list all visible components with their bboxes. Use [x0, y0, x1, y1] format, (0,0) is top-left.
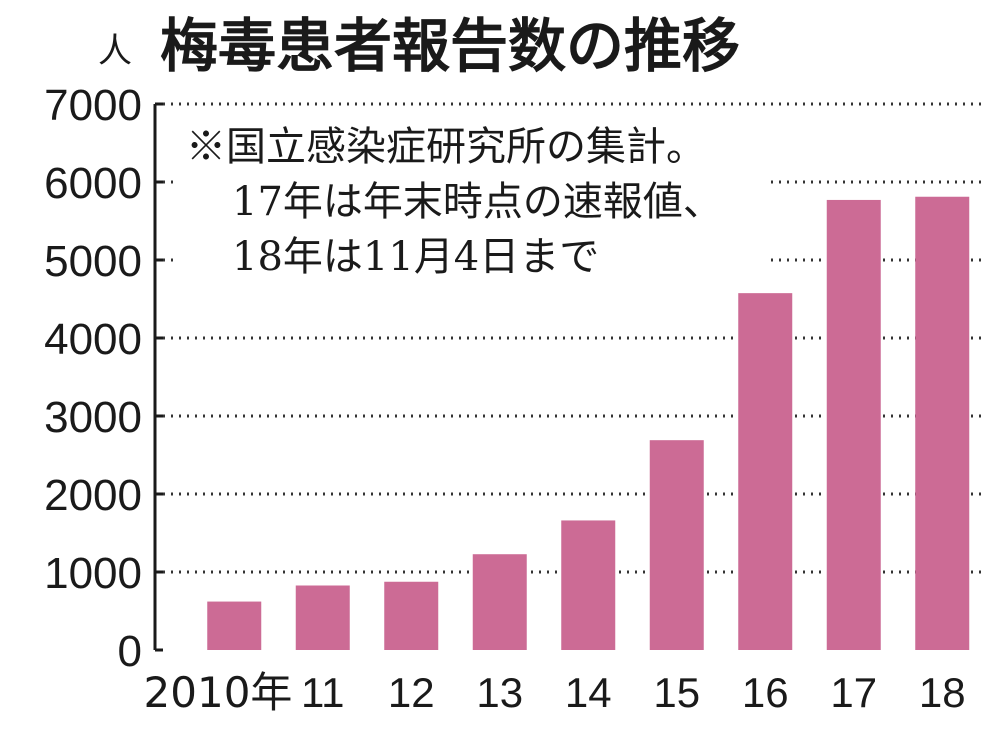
bar [649, 440, 704, 650]
y-tick-label: 3000 [44, 393, 142, 442]
y-axis-unit-label: 人 [98, 31, 132, 71]
x-tick-label: 14 [565, 669, 612, 716]
x-tick-label: 11 [301, 669, 345, 716]
note-line-3: 18年は11月4日まで [232, 234, 599, 280]
bar [738, 293, 793, 650]
chart-title: 梅毒患者報告数の推移 [160, 12, 740, 80]
y-axis-ticks: 0 1000 2000 3000 4000 5000 6000 7000 [44, 81, 163, 676]
bar [384, 581, 439, 650]
x-tick-label: 15 [653, 669, 700, 716]
x-tick-label: 2010年 [144, 668, 293, 717]
y-tick-label: 7000 [44, 81, 142, 130]
x-axis-ticks: 2010年 11 12 13 14 15 16 17 18 [144, 668, 966, 717]
note-background [178, 110, 768, 280]
bar [826, 199, 881, 650]
note-line-1: ※国立感染症研究所の集計。 [186, 124, 706, 170]
x-tick-label: 16 [742, 669, 789, 716]
y-tick-label: 1000 [44, 549, 142, 598]
bar [207, 601, 262, 650]
note-line-2: 17年は年末時点の速報値、 [232, 179, 723, 225]
bar [472, 554, 527, 650]
x-tick-label: 12 [388, 669, 435, 716]
y-tick-label: 6000 [44, 159, 142, 208]
y-tick-label: 2000 [44, 471, 142, 520]
x-tick-label: 13 [476, 669, 523, 716]
bars [207, 196, 970, 650]
y-tick-label: 0 [118, 627, 142, 676]
bar [915, 196, 970, 650]
x-tick-label: 17 [830, 669, 877, 716]
x-tick-label: 18 [919, 669, 966, 716]
y-tick-label: 5000 [44, 237, 142, 286]
bar [295, 585, 350, 650]
bar [561, 520, 616, 650]
y-tick-label: 4000 [44, 315, 142, 364]
